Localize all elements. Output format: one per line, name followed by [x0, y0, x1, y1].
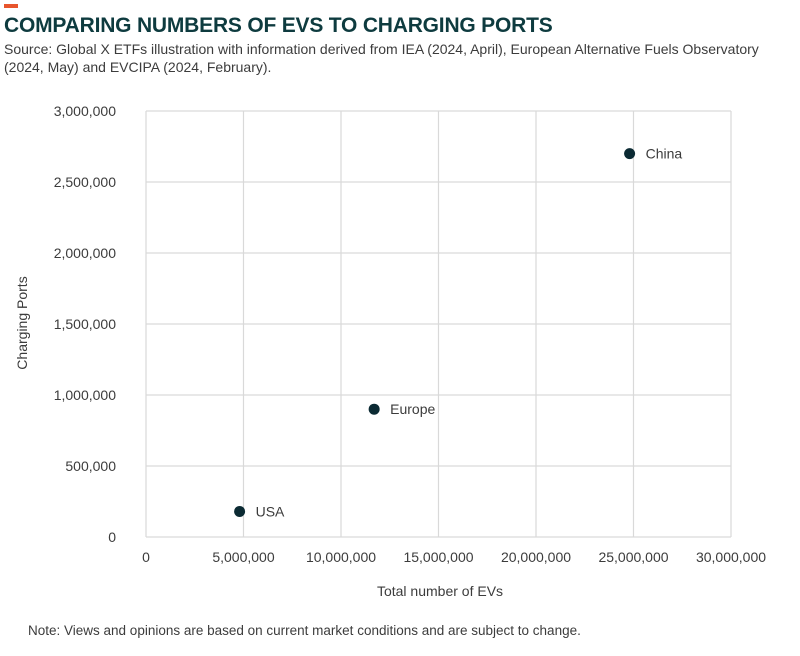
chart-title: COMPARING NUMBERS OF EVS TO CHARGING POR… [4, 14, 553, 37]
data-label-europe: Europe [390, 401, 435, 417]
x-axis-title: Total number of EVs [377, 583, 503, 599]
y-axis-title: Charging Ports [14, 276, 30, 369]
y-tick-label: 0 [108, 529, 116, 545]
footnote: Note: Views and opinions are based on cu… [28, 623, 581, 638]
y-tick-label: 500,000 [65, 458, 116, 474]
x-tick-label: 5,000,000 [212, 549, 274, 565]
x-tick-label: 0 [142, 549, 150, 565]
data-point-usa [234, 505, 246, 517]
y-tick-label: 2,500,000 [54, 174, 116, 190]
title-accent-bar [4, 4, 18, 8]
source-text: Source: Global X ETFs illustration with … [4, 41, 759, 75]
x-tick-label: 20,000,000 [501, 549, 571, 565]
scatter-chart: 0 5,000,000 10,000,000 15,000,000 20,000,000… [14, 103, 767, 599]
x-tick-label: 30,000,000 [696, 549, 766, 565]
data-label-usa: USA [256, 503, 285, 519]
y-tick-label: 1,500,000 [54, 316, 116, 332]
tick-labels: 0 5,000,000 10,000,000 15,000,000 20,000,000… [54, 103, 767, 565]
x-tick-label: 10,000,000 [306, 549, 376, 565]
x-tick-label: 15,000,000 [403, 549, 473, 565]
data-points: China Europe USA [234, 146, 683, 519]
y-tick-label: 3,000,000 [54, 103, 116, 119]
grid-lines [145, 110, 732, 538]
data-point-china [624, 148, 636, 160]
x-tick-label: 25,000,000 [598, 549, 668, 565]
y-tick-label: 2,000,000 [54, 245, 116, 261]
data-point-europe [368, 403, 380, 415]
data-label-china: China [646, 146, 683, 162]
y-tick-label: 1,000,000 [54, 387, 116, 403]
